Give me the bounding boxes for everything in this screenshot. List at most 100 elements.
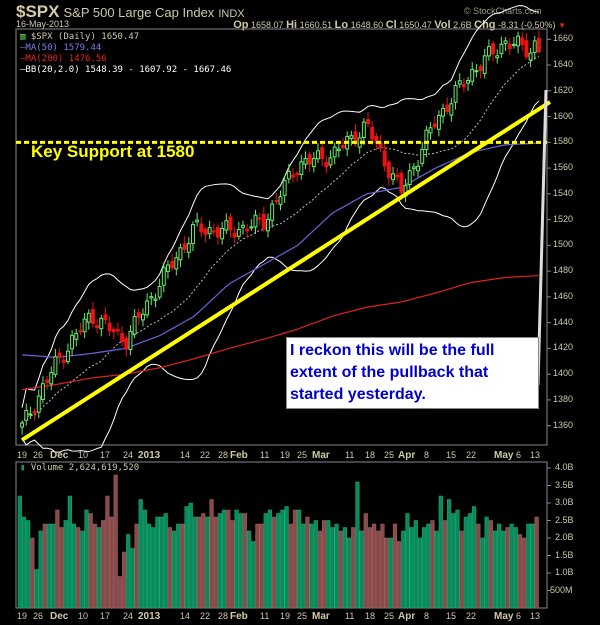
legend-ma50: MA(50) 1579.44 (25, 43, 102, 53)
volume-legend: ▮ Volume 2,624,619,520 (20, 463, 139, 473)
x-tick-label: 22 (466, 611, 477, 621)
y-tick-label: 1380 (553, 393, 574, 404)
x-tick-label: 19 (17, 611, 28, 621)
x-tick-label: 22 (466, 450, 477, 460)
op-value: 1658.07 (251, 20, 284, 30)
y-tick-label: 1560 (553, 162, 574, 173)
x-tick-label: May (494, 611, 514, 622)
x-tick-label: Feb (230, 611, 248, 622)
x-tick-label: 11 (260, 611, 270, 621)
y-tick-label: 1400 (553, 368, 574, 379)
copyright: © StockCharts.com (464, 6, 542, 16)
x-tick-label: 8 (424, 450, 430, 460)
legend-ma200: MA(200) 1476.56 (25, 54, 107, 64)
y-tick-label: 1480 (553, 265, 574, 276)
volume-y-tick-label: 4.0B (555, 462, 574, 472)
candle-icon: ▥ (20, 32, 26, 42)
hi-value: 1660.51 (299, 20, 333, 30)
x-tick-label: 22 (200, 450, 211, 460)
legend-bb: BB(20,2.0) 1548.39 - 1607.92 - 1667.46 (25, 65, 232, 75)
x-tick-label: 6 (516, 450, 522, 460)
volume-y-tick-label: 1.0B (555, 567, 574, 577)
y-tick-label: 1440 (553, 316, 574, 327)
x-tick-label: 28 (218, 450, 229, 460)
x-tick-label: 14 (180, 611, 191, 621)
x-tick-label: Dec (50, 450, 69, 461)
quote-stats: Op 1658.07 Hi 1660.51 Lo 1648.60 Cl 1650… (233, 19, 566, 31)
x-tick-label: Dec (50, 611, 69, 622)
x-tick-label: 13 (530, 450, 541, 460)
hi-label: Hi (286, 19, 298, 31)
x-tick-label: 19 (17, 450, 28, 460)
x-tick-label: 2013 (138, 450, 161, 461)
volume-y-tick-label: 2.5B (555, 514, 574, 525)
x-tick-label: 6 (516, 611, 522, 621)
x-tick-label: 13 (530, 611, 541, 621)
annotation-note: I reckon this will be the full extent of… (286, 337, 539, 409)
volume-y-tick-label: 1.5B (555, 549, 574, 560)
x-tick-label: 19 (280, 611, 291, 621)
x-tick-label: 17 (100, 450, 111, 460)
lo-value: 1648.60 (350, 20, 384, 30)
x-tick-label: 11 (345, 611, 355, 621)
x-tick-label: 25 (297, 611, 308, 621)
y-tick-label: 1540 (553, 187, 574, 198)
ma50-swatch-icon: — (20, 43, 26, 53)
x-tick-label: 24 (123, 611, 134, 621)
volume-y-tick-label: 3.5B (555, 479, 574, 490)
legend-price: $SPX (Daily) 1650.47 (30, 32, 140, 42)
x-tick-label: 17 (100, 611, 111, 621)
y-tick-label: 1620 (553, 84, 574, 95)
chart-title: $SPX S&P 500 Large Cap Index INDX (16, 2, 245, 22)
y-tick-label: 1360 (553, 419, 574, 430)
x-tick-label: May (494, 450, 514, 461)
x-tick-label: Mar (312, 611, 330, 622)
x-tick-label: Feb (230, 450, 248, 461)
x-tick-label: 18 (365, 611, 376, 621)
x-tick-label: 10 (78, 611, 89, 621)
symbol: $SPX (16, 2, 60, 21)
x-tick-label: 26 (33, 611, 44, 621)
x-tick-label: Apr (398, 611, 416, 622)
x-tick-label: 11 (260, 450, 270, 460)
x-tick-label: 18 (365, 450, 376, 460)
y-tick-label: 1580 (553, 136, 574, 147)
x-tick-label: Mar (312, 450, 330, 461)
volume-y-tick-label: 2.0B (555, 532, 574, 542)
volume-bars-icon: ▮ (20, 463, 26, 473)
lo-label: Lo (334, 19, 349, 31)
x-tick-label: 8 (424, 611, 430, 621)
y-tick-label: 1460 (553, 290, 574, 301)
volume-y-tick-label: 3.0B (555, 497, 574, 507)
volume-legend-text: Volume 2,624,619,520 (30, 463, 140, 473)
x-tick-label: 25 (384, 450, 395, 460)
y-tick-label: 1660 (553, 33, 574, 44)
x-tick-label: 11 (345, 450, 355, 460)
exchange: INDX (218, 8, 245, 20)
x-tick-label: 25 (384, 611, 395, 621)
x-tick-label: 10 (78, 450, 89, 460)
x-tick-label: 22 (200, 611, 211, 621)
y-tick-label: 1420 (553, 342, 574, 353)
down-arrow-icon: ▼ (558, 21, 566, 30)
y-tick-label: 1640 (553, 59, 574, 70)
x-tick-label: 25 (297, 450, 308, 460)
x-tick-label: 28 (218, 611, 229, 621)
chg-label: Chg (474, 19, 496, 31)
volume-y-tick-label: 500M (550, 584, 573, 595)
chart-date: 16-May-2013 (16, 19, 70, 29)
x-tick-label: 19 (280, 450, 291, 460)
x-tick-label: 24 (123, 450, 134, 460)
vol-value: 2.6B (453, 20, 472, 30)
y-tick-label: 1520 (553, 213, 574, 224)
x-tick-label: 14 (180, 450, 191, 460)
cl-value: 1650.47 (399, 20, 432, 30)
op-label: Op (233, 19, 249, 31)
y-tick-label: 1600 (553, 110, 574, 121)
index-name: S&P 500 Large Cap Index (63, 5, 215, 20)
x-tick-label: 26 (33, 450, 44, 460)
key-support-label: Key Support at 1580 (31, 142, 195, 161)
x-tick-label: 15 (446, 450, 457, 460)
bb-swatch-icon: — (20, 65, 26, 75)
